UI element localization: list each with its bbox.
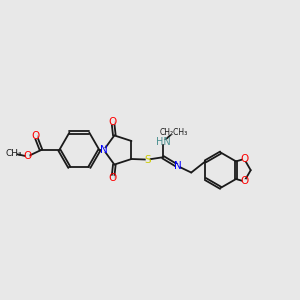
Text: O: O (240, 154, 248, 164)
FancyBboxPatch shape (242, 157, 246, 161)
Text: O: O (109, 173, 117, 183)
Text: O: O (240, 176, 248, 186)
Text: S: S (144, 154, 151, 165)
FancyBboxPatch shape (111, 120, 115, 124)
FancyBboxPatch shape (10, 151, 17, 156)
FancyBboxPatch shape (26, 154, 29, 159)
Text: HN: HN (156, 137, 170, 147)
FancyBboxPatch shape (167, 130, 180, 135)
FancyBboxPatch shape (160, 140, 166, 144)
Text: CH₂CH₃: CH₂CH₃ (160, 128, 188, 137)
Text: N: N (174, 161, 182, 171)
Text: O: O (23, 152, 32, 161)
FancyBboxPatch shape (111, 176, 115, 180)
FancyBboxPatch shape (102, 148, 106, 152)
Text: N: N (100, 145, 108, 155)
FancyBboxPatch shape (176, 164, 180, 168)
FancyBboxPatch shape (242, 179, 246, 184)
FancyBboxPatch shape (34, 134, 38, 139)
Text: CH₃: CH₃ (5, 149, 22, 158)
Text: O: O (109, 117, 117, 127)
Text: O: O (32, 131, 40, 142)
FancyBboxPatch shape (146, 158, 150, 162)
